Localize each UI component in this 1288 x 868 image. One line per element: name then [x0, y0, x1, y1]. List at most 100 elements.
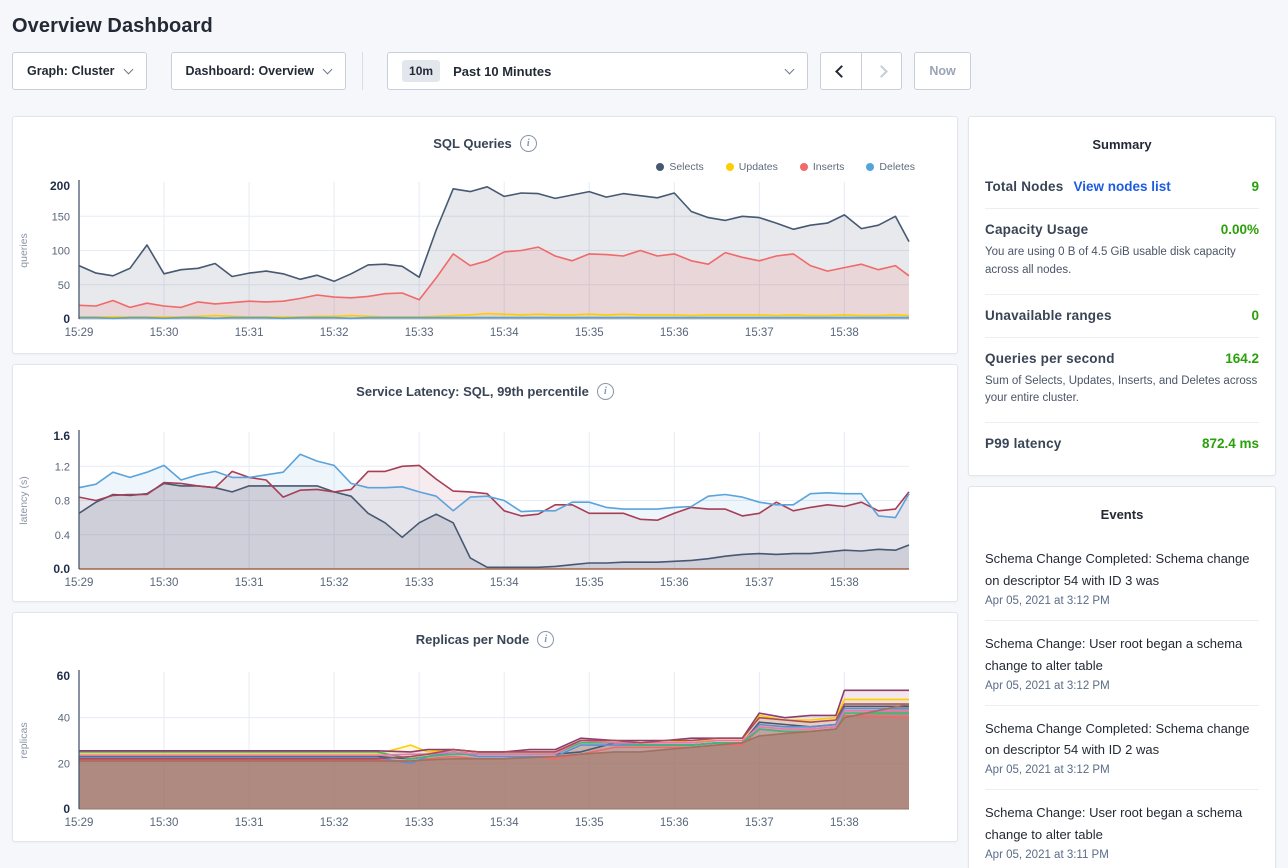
event-text: Schema Change: User root began a schema …: [985, 805, 1243, 843]
info-icon[interactable]: i: [537, 630, 555, 648]
toolbar: Graph: Cluster Dashboard: Overview 10m P…: [12, 52, 1276, 90]
svg-text:100: 100: [52, 246, 70, 258]
svg-text:15:31: 15:31: [235, 817, 264, 829]
svg-text:15:36: 15:36: [660, 817, 689, 829]
service-latency-chart: 0.0 0.4 0.8 1.2 1.6 15:29 15:30 15:31 15:32 15:33…: [18, 429, 910, 589]
svg-text:15:29: 15:29: [65, 327, 94, 339]
chevron-down-icon: [784, 64, 795, 75]
svg-text:15:34: 15:34: [490, 817, 519, 829]
svg-text:0.4: 0.4: [55, 530, 70, 542]
time-range-dropdown[interactable]: 10m Past 10 Minutes: [387, 52, 809, 90]
legend-dot-icon: [866, 163, 875, 171]
summary-row-value: 872.4 ms: [1201, 436, 1259, 452]
svg-text:15:37: 15:37: [745, 817, 774, 829]
dashboard-dropdown[interactable]: Dashboard: Overview: [170, 52, 347, 90]
svg-text:20: 20: [58, 758, 70, 770]
legend-label: Deletes: [879, 161, 915, 173]
svg-text:15:32: 15:32: [320, 327, 349, 339]
summary-row-label: Queries per second: [985, 350, 1115, 366]
svg-text:15:35: 15:35: [575, 327, 604, 339]
svg-text:15:37: 15:37: [745, 577, 774, 589]
legend-dot-icon: [656, 163, 665, 171]
time-forward-button[interactable]: [861, 53, 901, 89]
event-item[interactable]: Schema Change: User root began a schema …: [985, 619, 1259, 705]
legend-item[interactable]: Selects: [656, 161, 704, 173]
events-list: Schema Change Completed: Schema change o…: [985, 536, 1259, 868]
time-range-label: Past 10 Minutes: [453, 63, 552, 79]
svg-text:15:32: 15:32: [320, 817, 349, 829]
chart-title: Replicas per Node: [415, 631, 530, 647]
replicas-per-node-chart-card: Replicas per Node i 0 20 40 60 15:29 15:30 15:…: [12, 612, 958, 842]
svg-text:15:30: 15:30: [150, 327, 179, 339]
svg-text:1.6: 1.6: [53, 429, 70, 443]
now-button[interactable]: Now: [914, 52, 972, 90]
svg-text:15:31: 15:31: [235, 327, 264, 339]
summary-row: Unavailable ranges 0: [985, 293, 1259, 337]
chevron-down-icon: [322, 64, 333, 75]
view-nodes-list-link[interactable]: View nodes list: [1073, 179, 1171, 194]
summary-row-value: 0: [1251, 307, 1259, 323]
svg-text:15:33: 15:33: [405, 817, 434, 829]
summary-row-label: Capacity Usage: [985, 222, 1089, 237]
time-range-badge: 10m: [402, 60, 441, 82]
summary-title: Summary: [1092, 137, 1152, 152]
event-item[interactable]: Schema Change Completed: Schema change o…: [985, 536, 1259, 620]
svg-text:queries: queries: [18, 233, 30, 267]
svg-text:latency (s): latency (s): [18, 476, 30, 524]
legend-item[interactable]: Deletes: [866, 161, 915, 173]
summary-row: P99 latency 872.4 ms: [985, 422, 1259, 465]
summary-card: Summary Total Nodes View nodes list 9 Capac…: [968, 116, 1276, 477]
page-title: Overview Dashboard: [12, 15, 213, 37]
graph-dropdown[interactable]: Graph: Cluster: [12, 52, 147, 90]
event-text: Schema Change Completed: Schema change o…: [985, 551, 1250, 589]
svg-text:15:32: 15:32: [320, 577, 349, 589]
svg-text:0: 0: [63, 802, 70, 816]
event-item[interactable]: Schema Change: User root began a schema …: [985, 789, 1259, 868]
svg-text:40: 40: [58, 713, 70, 725]
svg-text:15:35: 15:35: [575, 817, 604, 829]
svg-text:15:38: 15:38: [830, 577, 859, 589]
chart-legend: Selects Updates Inserts Deletes: [13, 157, 957, 177]
info-icon[interactable]: i: [596, 382, 614, 400]
summary-row: Capacity Usage 0.00% You are using 0 B of …: [985, 208, 1259, 294]
event-item[interactable]: Schema Change Completed: Schema change o…: [985, 704, 1259, 790]
svg-text:50: 50: [58, 280, 70, 292]
svg-text:15:38: 15:38: [830, 327, 859, 339]
time-back-button[interactable]: [821, 53, 861, 89]
dashboard-dropdown-label: Dashboard: Overview: [185, 64, 315, 78]
legend-dot-icon: [725, 163, 734, 171]
summary-row: Queries per second 164.2 Sum of Selects, U…: [985, 336, 1259, 423]
svg-text:1.2: 1.2: [55, 461, 70, 473]
events-card: Events Schema Change Completed: Schema c…: [968, 486, 1276, 868]
summary-row-label: Unavailable ranges: [985, 307, 1112, 323]
svg-text:15:30: 15:30: [150, 817, 179, 829]
svg-text:replicas: replicas: [18, 722, 30, 758]
svg-text:15:31: 15:31: [235, 577, 264, 589]
svg-text:15:37: 15:37: [745, 327, 774, 339]
summary-row-label: P99 latency: [985, 436, 1062, 452]
sql-queries-chart: 0 50 100 150 200 15:29 15:30 15:31 15:32 15:33 15:…: [18, 179, 910, 339]
chart-title: Service Latency: SQL, 99th percentile: [356, 383, 589, 399]
legend-item[interactable]: Inserts: [799, 161, 845, 173]
info-icon[interactable]: i: [519, 134, 537, 152]
service-latency-chart-card: Service Latency: SQL, 99th percentile i …: [12, 364, 958, 602]
legend-label: Inserts: [812, 161, 845, 173]
events-title: Events: [1100, 507, 1144, 523]
event-timestamp: Apr 05, 2021 at 3:12 PM: [985, 764, 1110, 777]
svg-text:15:29: 15:29: [65, 817, 94, 829]
svg-text:15:38: 15:38: [830, 817, 859, 829]
svg-text:15:35: 15:35: [575, 577, 604, 589]
event-text: Schema Change: User root began a schema …: [985, 635, 1243, 673]
svg-text:15:34: 15:34: [490, 577, 519, 589]
svg-text:200: 200: [50, 179, 70, 193]
event-text: Schema Change Completed: Schema change o…: [985, 720, 1250, 758]
graph-dropdown-label: Graph: Cluster: [27, 64, 115, 78]
summary-row-label: Total Nodes: [985, 179, 1064, 194]
summary-row-value: 164.2: [1225, 350, 1259, 366]
legend-item[interactable]: Updates: [725, 161, 778, 173]
summary-row-value: 0.00%: [1220, 222, 1259, 237]
summary-rows: Total Nodes View nodes list 9 Capacity Usag…: [985, 166, 1259, 465]
svg-text:15:34: 15:34: [490, 327, 519, 339]
event-timestamp: Apr 05, 2021 at 3:12 PM: [985, 679, 1110, 692]
